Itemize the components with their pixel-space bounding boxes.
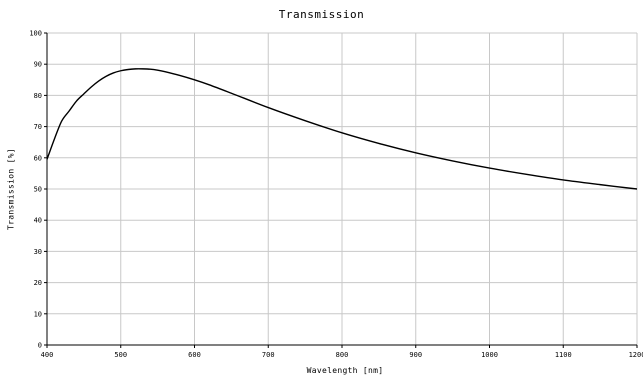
y-tick-label: 10 bbox=[34, 310, 42, 318]
x-tick-label: 500 bbox=[114, 351, 127, 359]
axis-layer bbox=[44, 32, 638, 348]
y-tick-label: 90 bbox=[34, 61, 42, 69]
y-tick-label: 40 bbox=[34, 217, 42, 225]
y-tick-label: 20 bbox=[34, 279, 42, 287]
x-tick-label: 600 bbox=[188, 351, 201, 359]
x-tick-label: 700 bbox=[262, 351, 275, 359]
x-tick-label: 1000 bbox=[481, 351, 498, 359]
y-tick-label: 80 bbox=[34, 92, 42, 100]
y-tick-label: 70 bbox=[34, 123, 42, 131]
x-tick-label: 900 bbox=[409, 351, 422, 359]
y-tick-label: 100 bbox=[29, 30, 42, 38]
series-layer bbox=[46, 68, 638, 190]
y-tick-label: 30 bbox=[34, 248, 42, 256]
chart-title: Transmission bbox=[278, 8, 365, 21]
y-tick-label: 0 bbox=[38, 342, 42, 350]
grid-layer bbox=[47, 32, 638, 345]
y-axis-label: Transmission [%] bbox=[6, 148, 16, 230]
y-tick-label: 50 bbox=[34, 186, 42, 194]
x-axis-label: Wavelength [nm] bbox=[306, 366, 384, 375]
x-tick-label: 800 bbox=[336, 351, 349, 359]
x-tick-label: 400 bbox=[41, 351, 54, 359]
transmission-series-line bbox=[46, 68, 638, 190]
y-tick-label: 60 bbox=[34, 154, 42, 162]
x-tick-label: 1100 bbox=[555, 351, 572, 359]
